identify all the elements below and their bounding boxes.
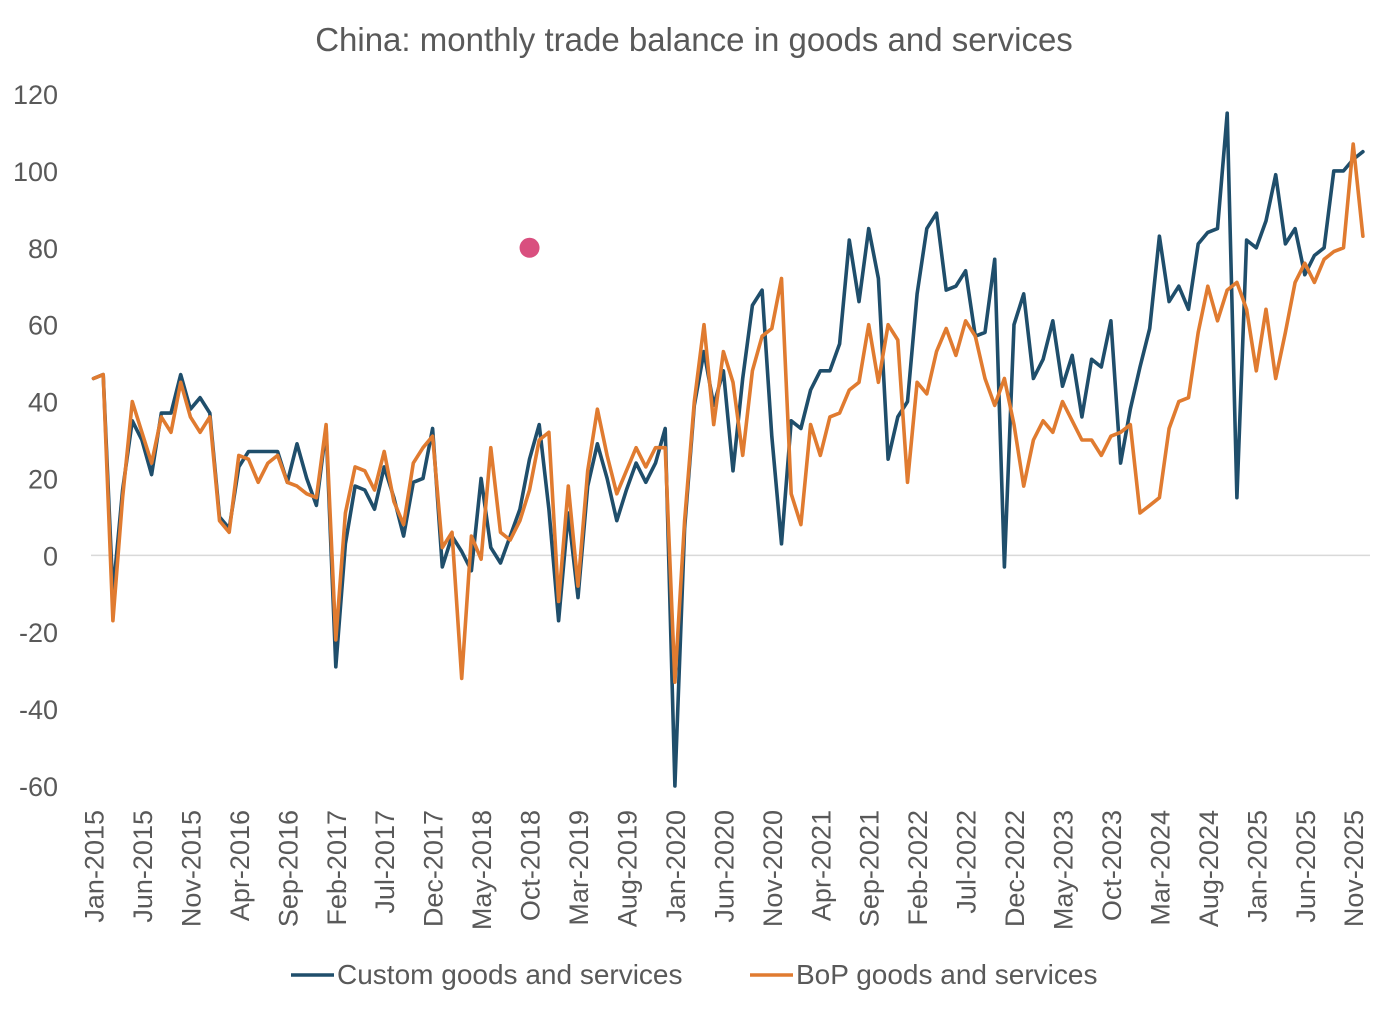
legend-item-custom: Custom goods and services: [291, 959, 683, 990]
x-tick-label: Dec-2022: [1000, 810, 1030, 927]
x-tick-label: Dec-2017: [419, 810, 449, 927]
y-tick-label: 20: [28, 464, 58, 494]
x-tick-label: Jan-2020: [661, 810, 691, 923]
x-tick-label: Jul-2017: [370, 810, 400, 914]
x-tick-label: Sep-2016: [273, 810, 303, 927]
y-tick-label: -60: [19, 772, 58, 802]
legend-label-bop: BoP goods and services: [796, 959, 1097, 990]
x-tick-label: Oct-2018: [516, 810, 546, 921]
x-tick-label: Apr-2016: [225, 810, 255, 921]
x-axis: Jan-2015 Jun-2015 Nov-2015 Apr-2016 Sep-2016…: [80, 810, 1370, 930]
x-tick-label: Jun-2025: [1291, 810, 1321, 923]
x-tick-label: Aug-2024: [1194, 810, 1224, 927]
y-tick-label: 60: [28, 311, 58, 341]
legend: Custom goods and services BoP goods and …: [291, 959, 1097, 990]
x-tick-label: Jul-2022: [952, 810, 982, 914]
legend-label-custom: Custom goods and services: [337, 959, 683, 990]
x-tick-label: May-2023: [1049, 810, 1079, 930]
series-line-custom: [91, 111, 1365, 788]
annotation-marker: [519, 237, 540, 258]
x-tick-label: Jan-2025: [1242, 810, 1272, 923]
x-tick-label: Nov-2015: [176, 810, 206, 927]
x-tick-label: Jun-2015: [128, 810, 158, 923]
y-tick-label: 40: [28, 388, 58, 418]
plot-series: [91, 111, 1365, 788]
y-tick-label: 100: [13, 157, 58, 187]
x-tick-label: Feb-2017: [322, 810, 352, 926]
y-tick-label: 80: [28, 234, 58, 264]
x-tick-label: Mar-2024: [1145, 810, 1175, 926]
y-axis: 120 100 80 60 40 20 0 -20 -40 -60: [13, 80, 58, 802]
x-tick-label: May-2018: [467, 810, 497, 930]
chart-title: China: monthly trade balance in goods an…: [315, 21, 1073, 58]
y-tick-label: -20: [19, 618, 58, 648]
y-tick-label: 120: [13, 80, 58, 110]
y-tick-label: 0: [43, 541, 58, 571]
x-tick-label: Jan-2015: [80, 810, 110, 923]
x-tick-label: Mar-2019: [564, 810, 594, 926]
series-line-bop: [91, 142, 1365, 685]
y-tick-label: -40: [19, 695, 58, 725]
x-tick-label: Feb-2022: [903, 810, 933, 926]
x-tick-label: Oct-2023: [1097, 810, 1127, 921]
x-tick-label: Aug-2019: [612, 810, 642, 927]
legend-item-bop: BoP goods and services: [750, 959, 1097, 990]
x-tick-label: Nov-2020: [758, 810, 788, 927]
x-tick-label: Sep-2021: [855, 810, 885, 927]
x-tick-label: Apr-2021: [806, 810, 836, 921]
x-tick-label: Nov-2025: [1339, 810, 1369, 927]
x-tick-label: Jun-2020: [709, 810, 739, 923]
